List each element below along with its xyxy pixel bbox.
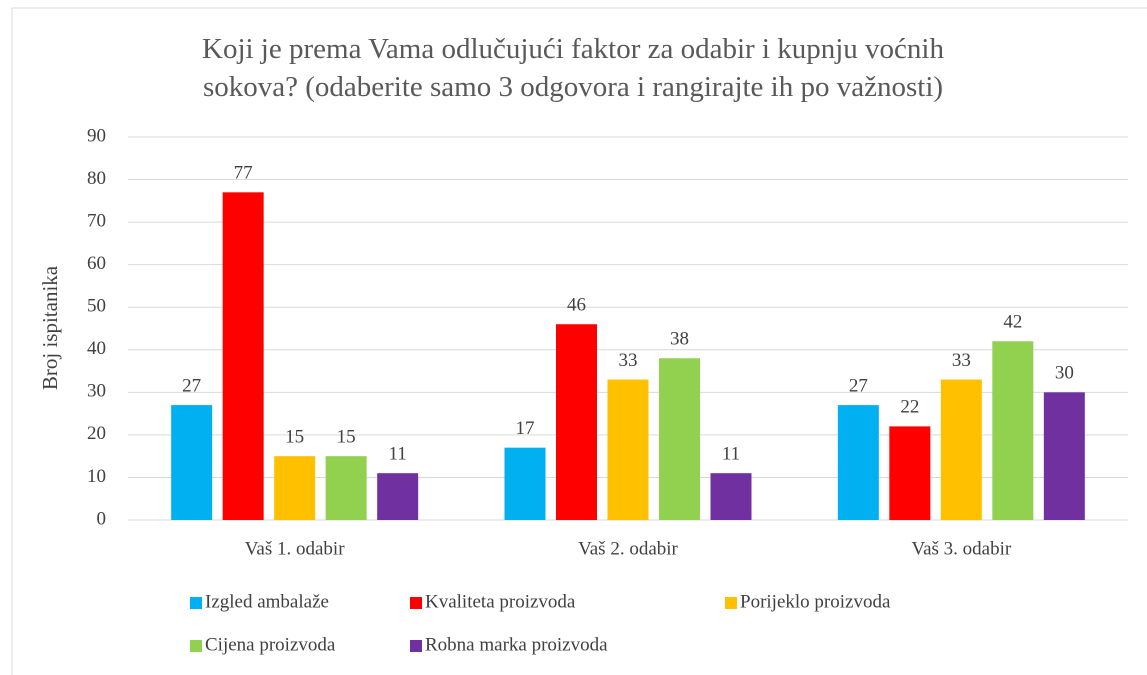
y-tick-label: 70 <box>87 210 106 231</box>
y-tick-label: 60 <box>87 253 106 274</box>
bar <box>889 426 931 520</box>
bar <box>710 473 752 520</box>
legend-swatch <box>190 597 202 609</box>
data-label: 11 <box>722 444 740 465</box>
legend-swatch <box>410 597 422 609</box>
x-tick-label: Vaš 3. odabir <box>911 538 1011 559</box>
bar <box>222 192 264 521</box>
bar <box>325 456 367 520</box>
data-label: 30 <box>1055 363 1074 384</box>
y-tick-label: 80 <box>87 168 106 189</box>
bar <box>940 379 982 520</box>
bar <box>992 341 1034 520</box>
data-label: 27 <box>849 375 868 396</box>
data-label: 17 <box>516 418 535 439</box>
y-tick-label: 90 <box>87 125 106 146</box>
data-label: 27 <box>182 375 201 396</box>
y-tick-label: 10 <box>87 466 106 487</box>
data-label: 46 <box>567 295 586 316</box>
bar <box>837 405 879 520</box>
legend-label: Izgled ambalaže <box>205 591 329 612</box>
data-label: 42 <box>1003 312 1022 333</box>
data-label: 38 <box>670 329 689 350</box>
y-tick-label: 30 <box>87 381 106 402</box>
y-tick-label: 50 <box>87 296 106 317</box>
y-axis-label: Broj ispitanika <box>38 265 62 390</box>
legend-swatch <box>190 640 202 652</box>
legend-label: Robna marka proizvoda <box>425 634 608 655</box>
y-tick-label: 0 <box>97 508 107 529</box>
data-label: 33 <box>619 350 638 371</box>
data-label: 15 <box>285 427 304 448</box>
bar <box>659 358 700 520</box>
bar <box>1043 392 1085 520</box>
y-tick-label: 20 <box>87 423 106 444</box>
x-tick-label: Vaš 1. odabir <box>245 538 345 559</box>
bar <box>556 324 597 520</box>
y-tick-label: 40 <box>87 338 106 359</box>
data-label: 11 <box>389 444 407 465</box>
bar <box>504 447 546 520</box>
legend-swatch <box>725 597 737 609</box>
data-label: 77 <box>234 163 253 184</box>
legend-swatch <box>410 640 422 652</box>
x-tick-label: Vaš 2. odabir <box>578 538 678 559</box>
data-label: 15 <box>337 427 356 448</box>
legend-label: Porijeklo proizvoda <box>740 591 891 612</box>
data-label: 33 <box>952 350 971 371</box>
bar <box>607 379 649 520</box>
chart-title: Koji je prema Vama odlučujući faktor za … <box>202 33 944 103</box>
frame <box>11 7 1147 675</box>
bar <box>171 405 213 520</box>
bar <box>274 456 316 520</box>
legend-label: Cijena proizvoda <box>205 634 336 655</box>
bar <box>377 473 419 520</box>
legend-label: Kvaliteta proizvoda <box>425 591 576 612</box>
data-label: 22 <box>900 397 919 418</box>
